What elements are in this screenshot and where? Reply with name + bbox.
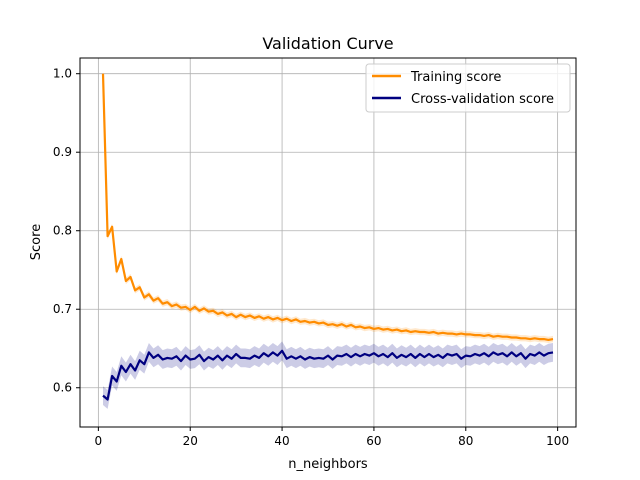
y-axis-ticks: 0.6 0.7 0.8 0.9 1.0: [53, 67, 80, 395]
x-axis-label: n_neighbors: [288, 457, 368, 472]
legend: Training score Cross-validation score: [365, 63, 571, 113]
legend-label-training: Training score: [410, 70, 501, 85]
cross-validation-score-line: [102, 349, 554, 401]
x-tick-label: 20: [183, 434, 198, 448]
training-score-line: [101, 73, 554, 341]
y-tick-label: 1.0: [53, 67, 72, 81]
y-tick-label: 0.6: [53, 381, 72, 395]
x-tick-label: 100: [546, 434, 569, 448]
x-tick-label: 40: [274, 434, 289, 448]
score-lines: [101, 73, 554, 401]
chart-title: Validation Curve: [262, 34, 393, 53]
y-axis-label: Score: [29, 224, 44, 260]
x-tick-label: 60: [366, 434, 381, 448]
x-tick-label: 80: [458, 434, 473, 448]
y-tick-label: 0.7: [53, 302, 72, 316]
legend-box: [365, 63, 571, 113]
y-tick-label: 0.9: [53, 145, 72, 159]
y-tick-label: 0.8: [53, 224, 72, 238]
x-axis-ticks: 0 20 40 60 80 100: [95, 427, 569, 448]
x-tick-label: 0: [95, 434, 103, 448]
plot-frame: [79, 57, 577, 428]
legend-label-cross-validation: Cross-validation score: [411, 92, 554, 107]
